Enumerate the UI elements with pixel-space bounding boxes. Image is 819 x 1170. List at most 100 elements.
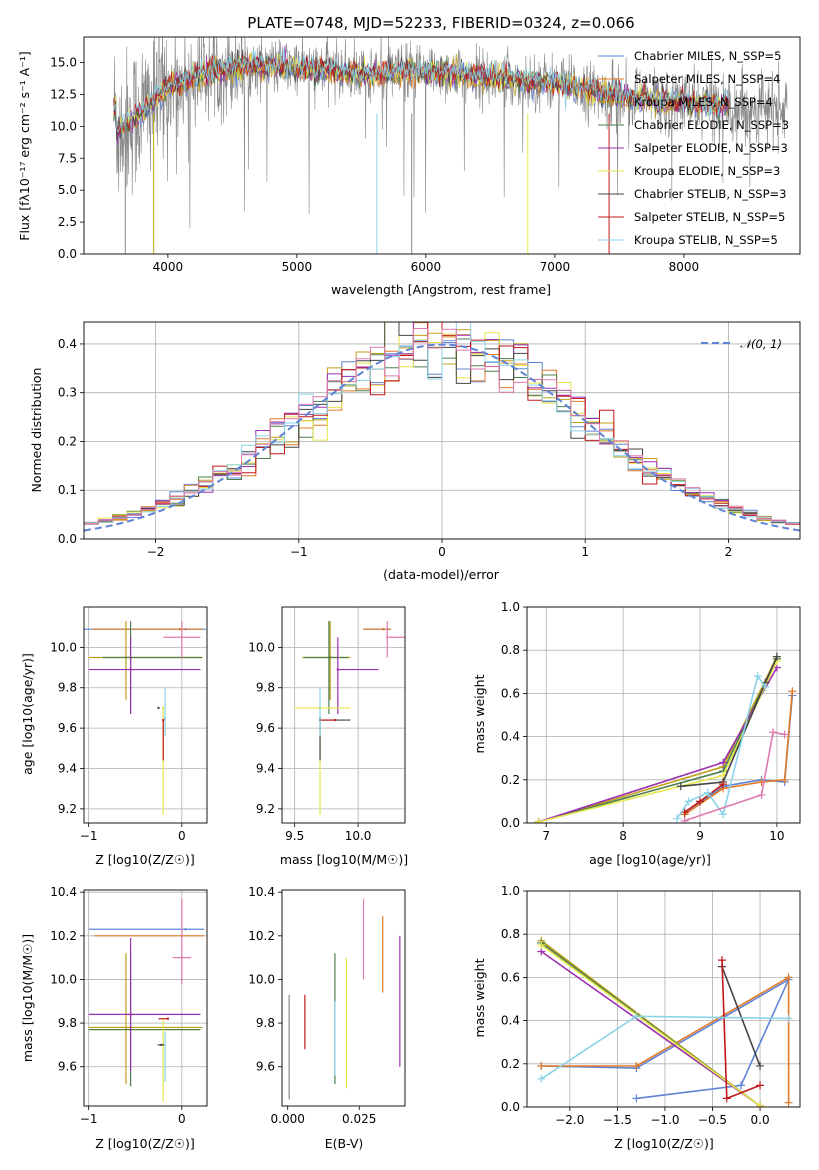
x-tick-label: 0 [178, 1112, 186, 1126]
y-tick-label: 0.0 [58, 247, 77, 261]
y-tick-label: 1.0 [501, 600, 520, 614]
legend-entry: Kroupa STELIB, N_SSP=5 [634, 233, 778, 247]
legend-entry: Salpeter MILES, N_SSP=4 [634, 72, 780, 86]
y-tick-label: 10.2 [50, 929, 77, 943]
y-tick-label: 1.0 [501, 884, 520, 898]
data-point [336, 668, 339, 671]
data-point [124, 1026, 128, 1029]
weight-marker [756, 1101, 765, 1107]
y-tick-label: 0.1 [58, 483, 77, 497]
weight-marker [537, 1074, 546, 1083]
x-tick-label: −2 [147, 545, 165, 559]
normal-curve [84, 343, 800, 532]
weight-marker [788, 687, 797, 696]
mass-z-ylabel: mass [log10(M/M☉)] [20, 934, 35, 1062]
weight-marker [756, 1081, 765, 1090]
weight-marker [684, 797, 693, 806]
legend-entry: Chabrier STELIB, N_SSP=3 [634, 187, 786, 201]
x-tick-label: 9.5 [285, 829, 304, 843]
age-vs-mass-panel: mass [log10(M/M☉)] 9.5 10.0 9.2 9.4 9.6 9.8 10… [248, 606, 408, 867]
weight-line [541, 976, 790, 1103]
y-tick-label: 10.4 [50, 885, 77, 899]
data-point [318, 716, 322, 720]
y-tick-label: 9.2 [256, 802, 275, 816]
weight-marker [534, 817, 543, 823]
weight-marker [718, 956, 726, 965]
weight-marker [756, 1061, 765, 1070]
axes-frame [83, 36, 801, 255]
data-point [180, 636, 184, 639]
data-point [180, 956, 184, 959]
weight-line [540, 944, 761, 1107]
spectrum-title: PLATE=0748, MJD=52233, FIBERID=0324, z=0… [247, 14, 634, 32]
weight-marker [719, 780, 728, 789]
y-tick-label: 0.3 [58, 386, 77, 400]
weight-marker [784, 973, 793, 982]
plot-area [537, 936, 793, 1107]
residual-xlabel: (data-model)/error [383, 567, 500, 582]
weight-line [721, 966, 761, 1067]
weight-marker [632, 1061, 641, 1070]
legend-entry: Kroupa MILES, N_SSP=4 [634, 95, 773, 109]
x-tick-label: 10.0 [345, 829, 372, 843]
x-tick-label: 10 [769, 829, 784, 843]
weight-marker [696, 797, 705, 806]
weight-marker [780, 730, 789, 739]
y-tick-label: 9.6 [256, 1060, 275, 1074]
y-tick-label: 10.0 [50, 972, 77, 986]
residual-histogram-panel: (data-model)/error Normed distribution −… [29, 321, 801, 582]
data-point [129, 668, 132, 671]
x-tick-label: 9 [696, 829, 704, 843]
y-tick-label: 10.0 [50, 119, 77, 133]
x-tick-label: 8 [619, 829, 627, 843]
x-tick-label: −2.0 [555, 1113, 584, 1127]
y-tick-label: 12.5 [50, 87, 77, 101]
weight-age-xlabel: age [log10(age/yr)] [589, 852, 711, 867]
axes-frame [83, 321, 801, 540]
y-tick-label: 10.2 [248, 929, 275, 943]
weight-marker [632, 1094, 641, 1103]
spectrum-panel: PLATE=0748, MJD=52233, FIBERID=0324, z=0… [17, 14, 801, 297]
x-tick-label: 7000 [540, 260, 571, 274]
model-spectrum-line [113, 47, 730, 133]
y-tick-label: 9.6 [58, 1060, 77, 1074]
x-tick-label: −0.5 [698, 1113, 727, 1127]
plot-area [88, 898, 205, 1102]
weight-vs-age-panel: age [log10(age/yr)] mass weight 7 8 9 10 0.0… [472, 600, 801, 867]
x-tick-label: 0 [438, 545, 446, 559]
y-tick-label: 9.8 [256, 1016, 275, 1030]
x-tick-label: −1 [80, 829, 98, 843]
legend-entry: Salpeter ELODIE, N_SSP=3 [634, 141, 788, 155]
data-point [157, 706, 160, 710]
y-tick-label: 9.2 [58, 802, 77, 816]
data-point [163, 1043, 167, 1047]
y-tick-label: 0.2 [58, 434, 77, 448]
y-tick-label: 0.4 [58, 337, 77, 351]
x-tick-label: −1.5 [603, 1113, 632, 1127]
x-tick-label: 7 [542, 829, 550, 843]
axes-frame [281, 606, 406, 824]
plot-area [113, 37, 788, 254]
legend-entry: 𝒩(0, 1) [740, 337, 782, 351]
axes-frame [83, 889, 208, 1107]
data-point [327, 656, 331, 659]
weight-marker [632, 1012, 641, 1021]
y-tick-label: 9.4 [256, 761, 275, 775]
weight-marker [719, 758, 728, 767]
weight-marker [772, 652, 781, 661]
spectrum-ylabel: Flux [fλ10⁻¹⁷ erg cm⁻² s⁻¹ A⁻¹] [17, 51, 32, 240]
x-tick-label: 0.025 [342, 1112, 376, 1126]
y-tick-label: 0.4 [501, 1014, 520, 1028]
weight-marker [722, 1094, 731, 1103]
observed-spectrum [113, 37, 788, 229]
mass-vs-metallicity-panel: Z [log10(Z/Z☉)] mass [log10(M/M☉)] −1 0 9.… [20, 885, 208, 1151]
y-tick-label: 9.6 [256, 721, 275, 735]
weight-marker [761, 682, 770, 691]
residual-histogram-step [84, 322, 800, 525]
weight-marker [537, 941, 546, 949]
y-tick-label: 9.6 [58, 721, 77, 735]
data-point [162, 718, 165, 722]
weight-marker [719, 810, 728, 819]
y-tick-label: 10.4 [248, 885, 275, 899]
